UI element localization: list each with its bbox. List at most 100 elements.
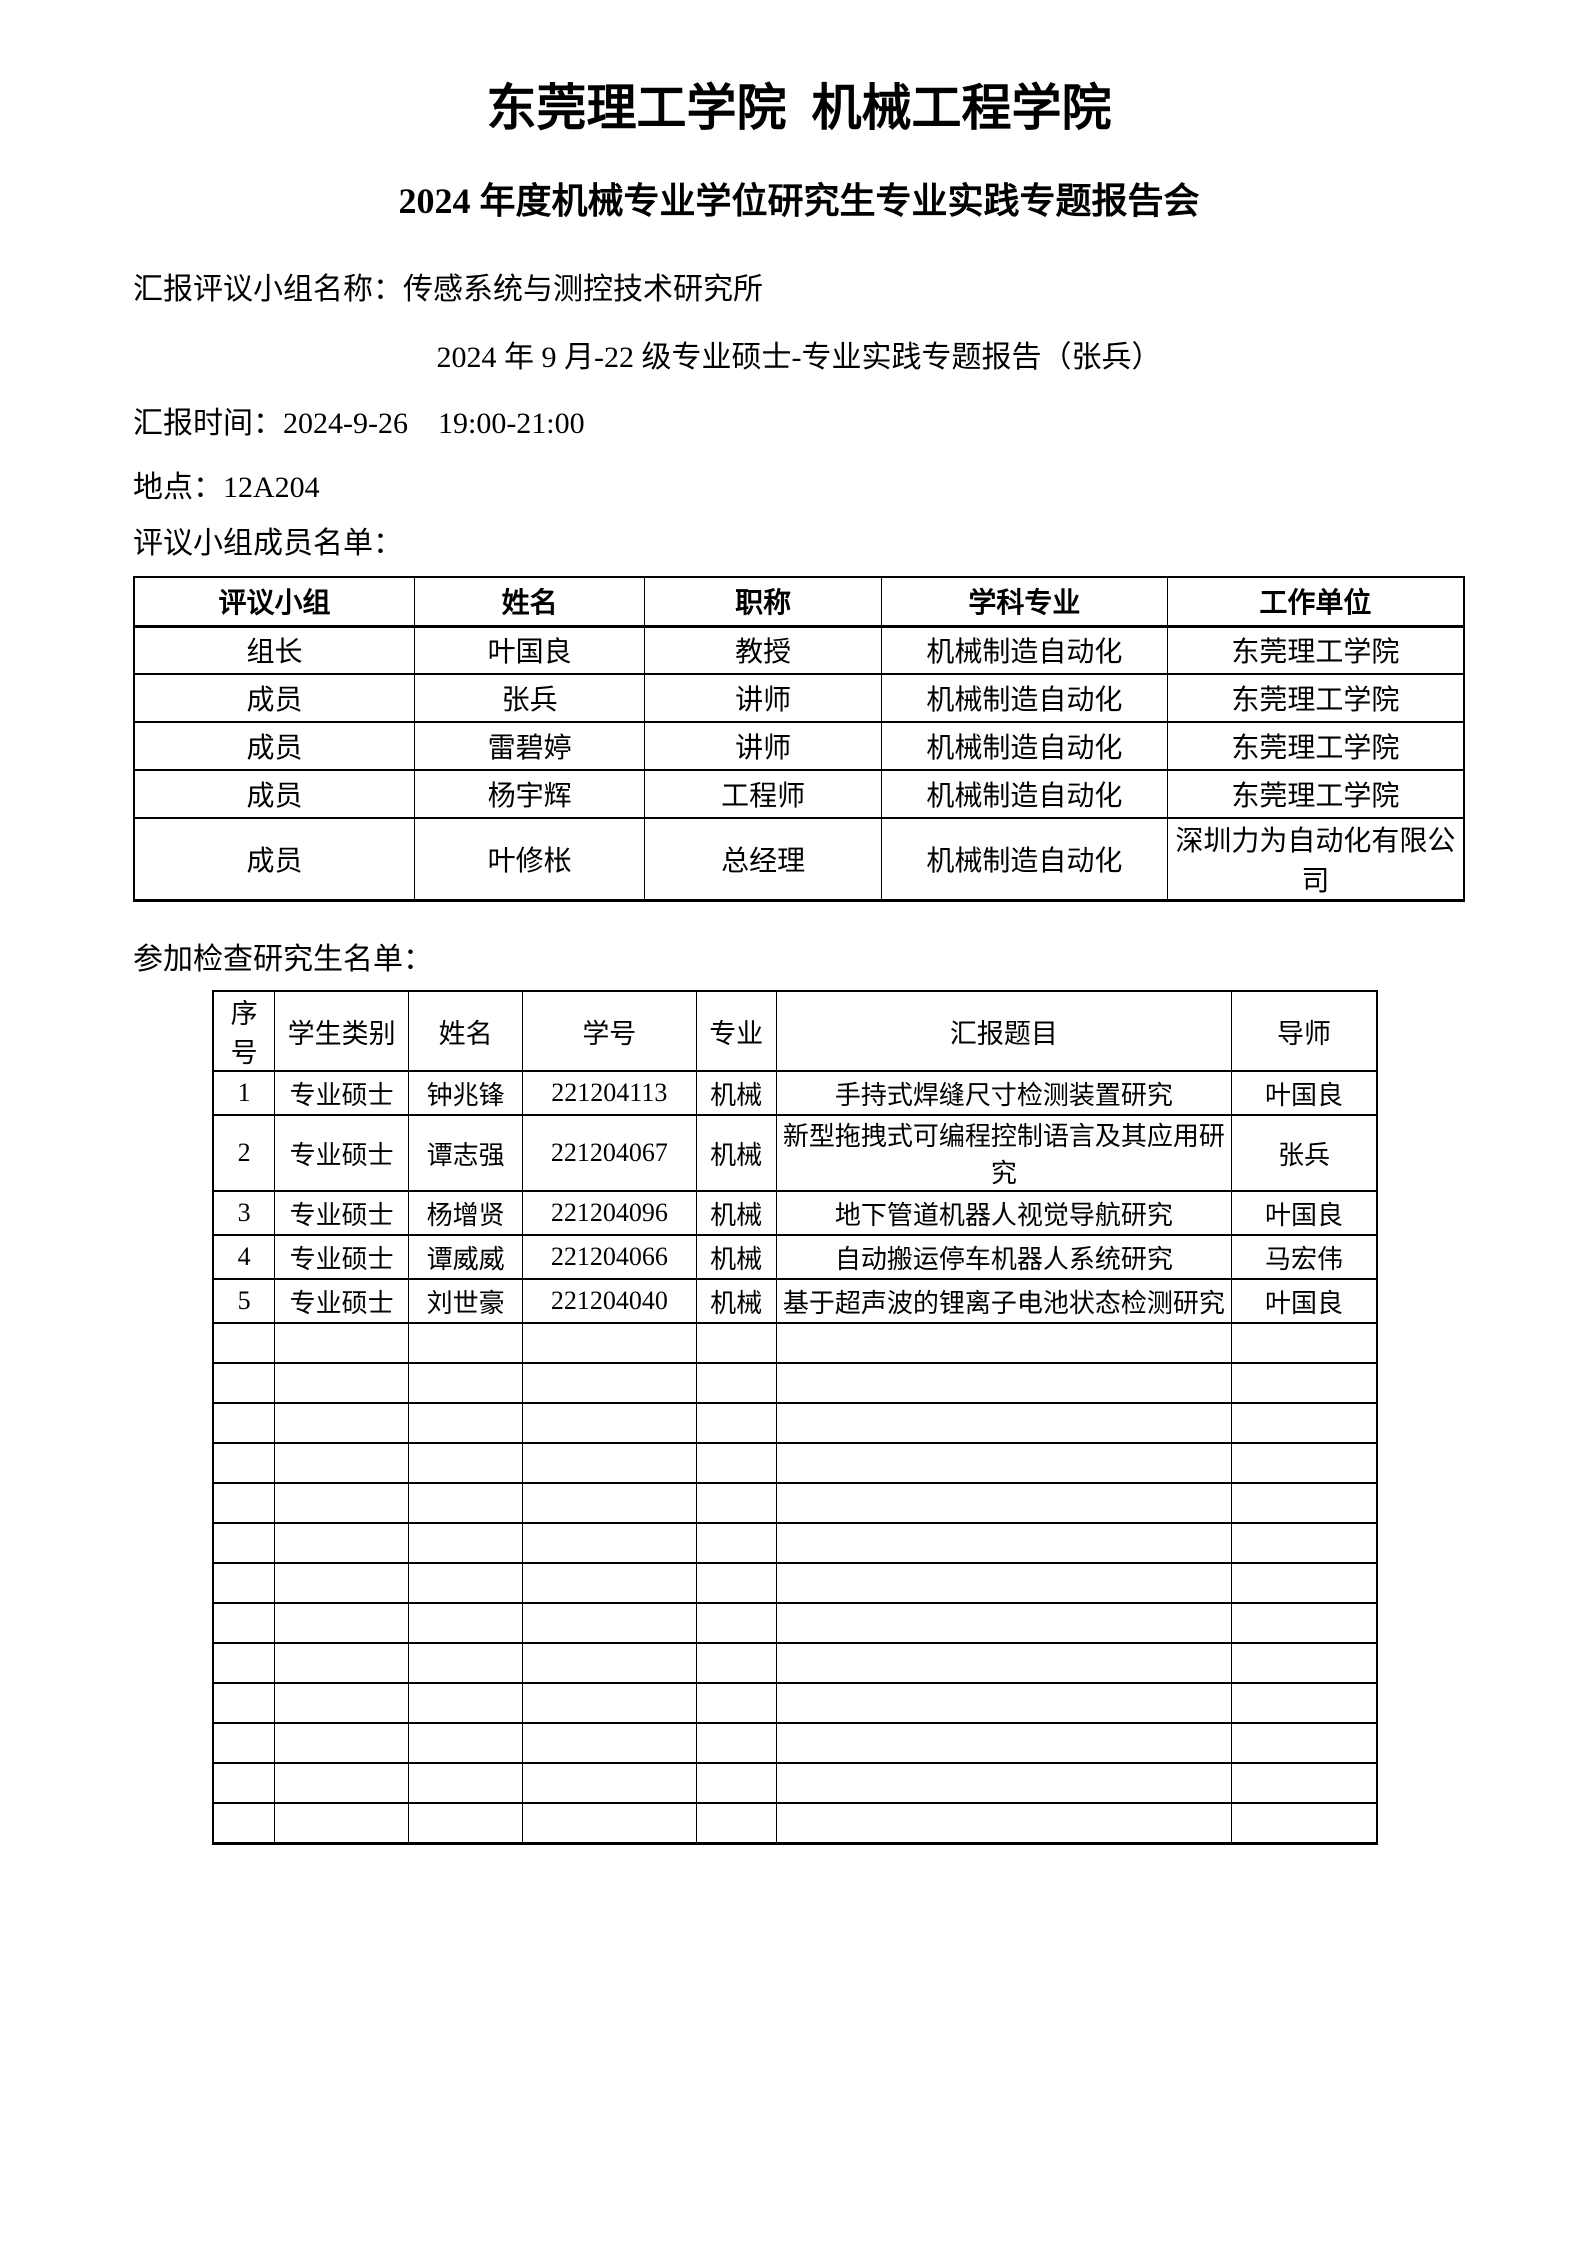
table-cell: 叶国良 xyxy=(1230,1278,1378,1324)
table-cell: 工程师 xyxy=(644,769,882,819)
table-cell: 专业硕士 xyxy=(274,1234,410,1280)
empty-cell xyxy=(212,1762,276,1804)
table-cell: 专业硕士 xyxy=(274,1278,410,1324)
column-header: 姓名 xyxy=(408,990,524,1072)
table-cell: 基于超声波的锂离子电池状态检测研究 xyxy=(775,1278,1232,1324)
empty-cell xyxy=(695,1642,777,1684)
empty-cell xyxy=(1230,1762,1378,1804)
table-cell: 讲师 xyxy=(644,721,882,771)
empty-cell xyxy=(1230,1322,1378,1364)
empty-cell xyxy=(522,1802,697,1844)
table-cell: 机械 xyxy=(695,1234,777,1280)
empty-cell xyxy=(1230,1362,1378,1404)
empty-cell xyxy=(695,1682,777,1724)
empty-cell xyxy=(522,1562,697,1604)
empty-cell xyxy=(408,1802,524,1844)
table-row: 成员 杨宇辉 工程师 机械制造自动化 东莞理工学院 xyxy=(133,769,1465,819)
header-row: 评议小组 姓名 职称 学科专业 工作单位 xyxy=(133,576,1465,628)
table-cell: 专业硕士 xyxy=(274,1114,410,1192)
table-cell: 张兵 xyxy=(414,673,646,723)
table-cell: 221204066 xyxy=(522,1234,697,1280)
table-cell: 1 xyxy=(212,1070,276,1116)
empty-cell xyxy=(522,1642,697,1684)
empty-cell xyxy=(408,1762,524,1804)
table-cell: 221204096 xyxy=(522,1190,697,1236)
empty-cell xyxy=(695,1322,777,1364)
table-cell: 地下管道机器人视觉导航研究 xyxy=(775,1190,1232,1236)
empty-row xyxy=(212,1322,1378,1364)
table-cell: 东莞理工学院 xyxy=(1166,769,1465,819)
empty-cell xyxy=(212,1482,276,1524)
table-cell: 杨宇辉 xyxy=(414,769,646,819)
empty-cell xyxy=(522,1442,697,1484)
empty-cell xyxy=(274,1802,410,1844)
empty-cell xyxy=(408,1402,524,1444)
empty-cell xyxy=(212,1402,276,1444)
empty-cell xyxy=(1230,1602,1378,1644)
table-cell: 机械制造自动化 xyxy=(880,673,1168,723)
table-row: 组长 叶国良 教授 机械制造自动化 东莞理工学院 xyxy=(133,625,1465,675)
empty-cell xyxy=(212,1362,276,1404)
empty-row xyxy=(212,1802,1378,1844)
table-cell: 机械制造自动化 xyxy=(880,625,1168,675)
empty-cell xyxy=(408,1642,524,1684)
empty-cell xyxy=(274,1682,410,1724)
table-cell: 机械 xyxy=(695,1070,777,1116)
empty-cell xyxy=(695,1442,777,1484)
empty-cell xyxy=(274,1602,410,1644)
table-cell: 221204113 xyxy=(522,1070,697,1116)
empty-cell xyxy=(408,1322,524,1364)
empty-cell xyxy=(695,1722,777,1764)
table-cell: 新型拖拽式可编程控制语言及其应用研究 xyxy=(775,1114,1232,1192)
panel-table-body: 组长 叶国良 教授 机械制造自动化 东莞理工学院 成员 张兵 讲师 机械制造自动化 东莞理工学院成… xyxy=(133,625,1465,902)
empty-cell xyxy=(274,1402,410,1444)
table-cell: 叶国良 xyxy=(414,625,646,675)
empty-cell xyxy=(695,1522,777,1564)
table-cell: 专业硕士 xyxy=(274,1070,410,1116)
empty-cell xyxy=(212,1442,276,1484)
empty-cell xyxy=(274,1722,410,1764)
table-cell: 成员 xyxy=(133,817,416,902)
column-header: 学科专业 xyxy=(880,576,1168,628)
empty-cell xyxy=(212,1602,276,1644)
table-cell: 手持式焊缝尺寸检测装置研究 xyxy=(775,1070,1232,1116)
table-cell: 教授 xyxy=(644,625,882,675)
table-cell: 机械 xyxy=(695,1278,777,1324)
empty-cell xyxy=(775,1722,1232,1764)
empty-cell xyxy=(1230,1522,1378,1564)
empty-row xyxy=(212,1722,1378,1764)
empty-cell xyxy=(775,1762,1232,1804)
table-cell: 221204040 xyxy=(522,1278,697,1324)
document-subtitle: 2024 年度机械专业学位研究生专业实践专题报告会 xyxy=(398,181,1200,221)
empty-row xyxy=(212,1402,1378,1444)
column-header: 学生类别 xyxy=(274,990,410,1072)
empty-row xyxy=(212,1602,1378,1644)
students-table-head: 序号 学生类别 姓名 学号 专业 汇报题目 导师 xyxy=(212,990,1378,1072)
table-cell: 机械制造自动化 xyxy=(880,769,1168,819)
empty-cell xyxy=(1230,1682,1378,1724)
table-cell: 成员 xyxy=(133,673,416,723)
empty-cell xyxy=(775,1682,1232,1724)
empty-cell xyxy=(212,1562,276,1604)
column-header: 工作单位 xyxy=(1166,576,1465,628)
empty-cell xyxy=(775,1362,1232,1404)
empty-cell xyxy=(212,1802,276,1844)
column-header: 学号 xyxy=(522,990,697,1072)
table-row: 4 专业硕士 谭威威 221204066 机械 自动搬运停车机器人系统研究 马宏伟 xyxy=(212,1234,1378,1280)
table-row: 成员 雷碧婷 讲师 机械制造自动化 东莞理工学院 xyxy=(133,721,1465,771)
column-header: 专业 xyxy=(695,990,777,1072)
empty-cell xyxy=(775,1482,1232,1524)
column-header: 汇报题目 xyxy=(775,990,1232,1072)
empty-cell xyxy=(775,1602,1232,1644)
table-cell: 成员 xyxy=(133,721,416,771)
table-cell: 5 xyxy=(212,1278,276,1324)
table-row: 成员 张兵 讲师 机械制造自动化 东莞理工学院 xyxy=(133,673,1465,723)
table-cell: 2 xyxy=(212,1114,276,1192)
empty-cell xyxy=(775,1322,1232,1364)
empty-cell xyxy=(775,1802,1232,1844)
table-cell: 东莞理工学院 xyxy=(1166,721,1465,771)
empty-row xyxy=(212,1522,1378,1564)
students-table-body: 1 专业硕士 钟兆锋 221204113 机械 手持式焊缝尺寸检测装置研究 叶国良 2 专业硕士… xyxy=(212,1070,1378,1844)
empty-cell xyxy=(212,1682,276,1724)
empty-row xyxy=(212,1682,1378,1724)
